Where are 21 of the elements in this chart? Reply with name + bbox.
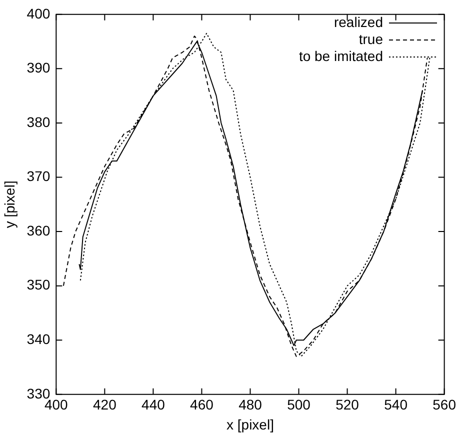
- y-tick-label: 350: [26, 276, 50, 293]
- x-tick-label: 440: [142, 396, 166, 413]
- y-tick-label: 360: [26, 222, 50, 238]
- x-tick-label: 480: [238, 396, 262, 413]
- x-tick-label: 460: [190, 396, 214, 413]
- y-tick-label: 370: [26, 168, 50, 184]
- y-tick-label: 400: [26, 5, 50, 22]
- y-tick-label: 330: [26, 385, 50, 402]
- legend-label: to be imitated: [298, 48, 383, 65]
- x-axis-title: x [pixel]: [226, 416, 274, 432]
- x-tick-label: 560: [432, 396, 456, 413]
- legend-label: realized: [334, 14, 383, 31]
- y-axis-title: y [pixel]: [1, 180, 18, 228]
- x-tick-label: 540: [384, 396, 408, 413]
- x-tick-label: 500: [287, 396, 311, 413]
- legend-label: true: [358, 31, 383, 48]
- y-tick-label: 390: [26, 60, 50, 76]
- y-tick-label: 340: [26, 330, 50, 347]
- y-tick-label: 380: [26, 114, 50, 130]
- x-tick-label: 420: [93, 396, 117, 413]
- x-tick-label: 520: [336, 396, 360, 413]
